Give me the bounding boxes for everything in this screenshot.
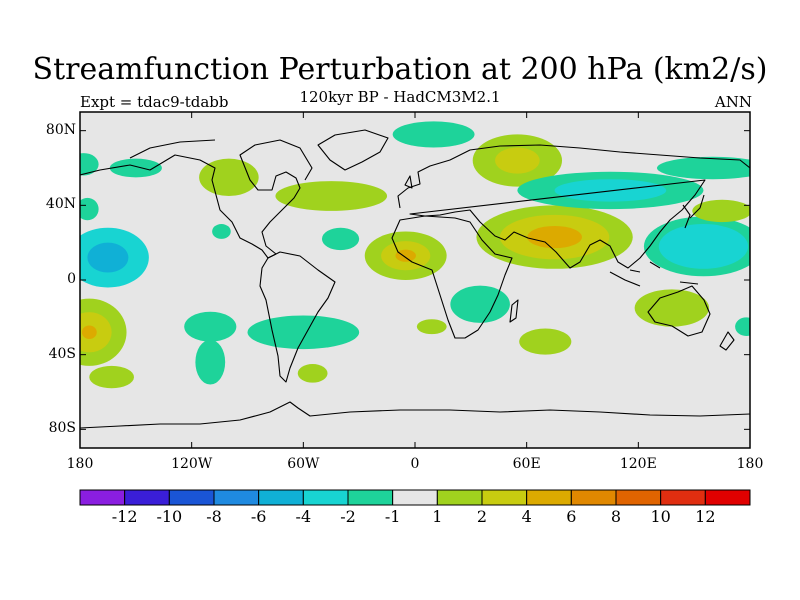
coast-australia <box>647 285 711 337</box>
anomaly-region-2 <box>109 158 162 178</box>
anomaly-region-5 <box>195 339 226 385</box>
colorbar-tick-label: -8 <box>206 507 222 526</box>
season-label: ANN <box>714 93 752 111</box>
lat-tick-label: 0 <box>67 271 76 287</box>
anomaly-region-11 <box>275 181 388 211</box>
lon-tick-label: 120E <box>619 456 657 472</box>
lon-tick-label: 0 <box>410 456 420 472</box>
colorbar-tick-label: 2 <box>476 507 488 526</box>
lat-tick-label: 80N <box>45 121 76 138</box>
colorbar-swatch-8 <box>436 489 483 506</box>
coast-africa <box>391 215 513 339</box>
anomaly-region-7 <box>89 365 134 389</box>
anomaly-region-1 <box>80 153 99 176</box>
anomaly-core-17-1 <box>527 225 582 249</box>
coast-greenland <box>317 129 389 171</box>
anomaly-region-25 <box>735 317 750 336</box>
colorbar-tick-label: -6 <box>250 507 267 526</box>
lon-tick-label: 60W <box>287 456 320 472</box>
colorbar-swatch-1 <box>124 489 170 506</box>
lat-tick-label: 80S <box>48 420 76 437</box>
colorbar-swatch-3 <box>213 489 260 506</box>
anomaly-region-8 <box>247 315 360 350</box>
anomaly-core-0-0 <box>87 242 129 273</box>
colorbar-swatch-5 <box>302 489 349 506</box>
colorbar-tick-label: -12 <box>111 507 138 526</box>
anomaly-region-23 <box>692 199 750 223</box>
anomaly-region-9 <box>297 364 328 383</box>
colorbar-swatch-7 <box>392 489 438 506</box>
anomaly-region-15 <box>392 121 475 148</box>
anomaly-core-22-0 <box>658 224 749 269</box>
colorbar-tick-label: 6 <box>566 507 577 526</box>
anomaly-region-24 <box>634 289 710 327</box>
colorbar-tick-label: -4 <box>295 507 312 526</box>
colorbar-tick-label: 12 <box>695 507 716 526</box>
colorbar-swatch-4 <box>258 489 304 506</box>
colorbar-tick-label: 10 <box>650 507 671 526</box>
anomaly-region-12 <box>321 227 360 251</box>
coast-new-zealand <box>719 331 735 351</box>
anomaly-region-20 <box>416 319 447 335</box>
lon-tick-label: 120W <box>171 456 213 472</box>
colorbar-swatch-10 <box>526 489 572 506</box>
anomaly-core-4-1 <box>81 325 97 339</box>
colorbar-swatch-14 <box>704 489 751 506</box>
lon-tick-label: 180 <box>736 456 764 472</box>
colorbar-tick-label: -2 <box>340 507 356 526</box>
anomaly-region-13 <box>212 224 231 239</box>
anomaly-region-19 <box>450 285 510 323</box>
coast-madagascar <box>509 299 519 323</box>
colorbar-tick-label: 1 <box>432 507 443 526</box>
colorbar-swatch-9 <box>481 489 528 506</box>
coast-north-america <box>80 139 313 259</box>
colorbar-tick-label: 4 <box>521 507 532 526</box>
plot-subtitle: 120kyr BP - HadCM3M2.1 <box>299 88 501 106</box>
coast-south-america <box>259 251 336 383</box>
anomaly-region-6 <box>184 311 237 342</box>
colorbar-swatch-13 <box>660 489 706 506</box>
coast-antarctica <box>80 401 750 429</box>
lon-tick-label: 60E <box>512 456 541 472</box>
colorbar-swatch-6 <box>347 489 394 506</box>
lon-tick-label: 180 <box>66 456 94 472</box>
colorbar-tick-label: -10 <box>156 507 183 526</box>
lat-tick-label: 40N <box>45 196 76 213</box>
colorbar-swatch-11 <box>570 489 617 506</box>
lat-tick-label: 40S <box>48 345 76 362</box>
anomaly-region-26 <box>656 156 750 180</box>
anomaly-core-16-0 <box>495 147 540 174</box>
experiment-label: Expt = tdac9-tdabb <box>80 93 229 111</box>
colorbar-swatch-2 <box>168 489 215 506</box>
colorbar-swatch-0 <box>79 489 126 506</box>
anomaly-core-14-1 <box>395 249 416 262</box>
anomaly-region-3 <box>80 197 99 221</box>
map-background <box>80 112 750 448</box>
plot-title: Streamfunction Perturbation at 200 hPa (… <box>32 52 768 87</box>
colorbar <box>79 489 751 506</box>
coast-uk <box>404 175 413 189</box>
colorbar-tick-label: -1 <box>384 507 401 526</box>
axis-ticks <box>79 112 751 448</box>
colorbar-tick-label: 8 <box>610 507 622 526</box>
coast-eurasia <box>397 144 750 269</box>
coast-japan <box>689 194 705 219</box>
coast-indonesia <box>609 261 699 287</box>
colorbar-swatch-12 <box>615 489 662 506</box>
coastlines <box>80 129 750 429</box>
anomaly-region-21 <box>519 328 572 355</box>
